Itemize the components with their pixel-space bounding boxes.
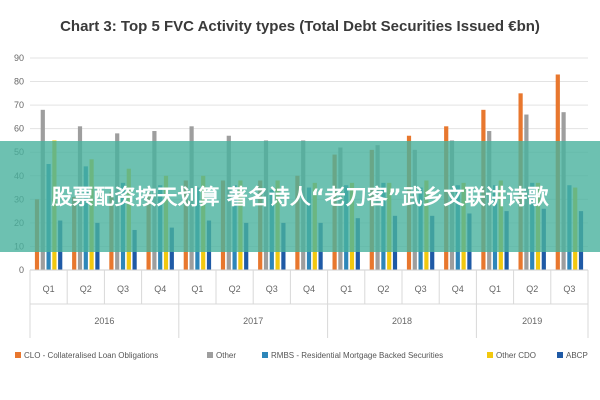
- x-tick-label: Q1: [191, 284, 203, 294]
- legend-label: Other: [216, 351, 236, 360]
- legend: CLO - Collateralised Loan Obligations Oth…: [15, 351, 588, 360]
- y-tick-label: 80: [14, 77, 24, 87]
- y-tick-label: 70: [14, 100, 24, 110]
- x-tick-label: Q3: [266, 284, 278, 294]
- year-label: 2016: [94, 316, 114, 326]
- legend-label: Other CDO: [496, 351, 536, 360]
- legend-swatch: [557, 352, 563, 358]
- y-tick-label: 0: [19, 265, 24, 275]
- x-tick-label: Q4: [303, 284, 315, 294]
- x-tick-label: Q2: [526, 284, 538, 294]
- year-label: 2019: [522, 316, 542, 326]
- x-tick-label: Q3: [415, 284, 427, 294]
- legend-swatch: [487, 352, 493, 358]
- x-tick-label: Q4: [452, 284, 464, 294]
- legend-swatch: [15, 352, 21, 358]
- x-axis: Q1 Q2 Q3 Q4 Q1 Q2 Q3 Q4 Q1 Q2 Q3 Q4 Q1 Q2 Q3 2016 2017 20…: [29, 269, 589, 338]
- x-tick-label: Q4: [154, 284, 166, 294]
- year-label: 2017: [243, 316, 263, 326]
- x-tick-label: Q1: [489, 284, 501, 294]
- chart-title: Chart 3: Top 5 FVC Activity types (Total…: [60, 18, 540, 35]
- x-tick-label: Q3: [117, 284, 129, 294]
- banner-overlay[interactable]: 股票配资按天划算 著名诗人“老刀客”武乡文联讲诗歌: [0, 141, 600, 252]
- x-tick-label: Q1: [43, 284, 55, 294]
- y-tick-label: 60: [14, 124, 24, 134]
- legend-label: RMBS - Residential Mortgage Backed Secur…: [271, 351, 443, 360]
- banner-text: 股票配资按天划算 著名诗人“老刀客”武乡文联讲诗歌: [51, 184, 549, 209]
- x-tick-label: Q2: [229, 284, 241, 294]
- legend-swatch: [262, 352, 268, 358]
- legend-label: CLO - Collateralised Loan Obligations: [24, 351, 158, 360]
- year-label: 2018: [392, 316, 412, 326]
- x-tick-label: Q2: [80, 284, 92, 294]
- x-tick-label: Q1: [340, 284, 352, 294]
- legend-swatch: [207, 352, 213, 358]
- x-tick-label: Q3: [563, 284, 575, 294]
- legend-label: ABCP: [566, 351, 588, 360]
- y-tick-label: 90: [14, 53, 24, 63]
- x-tick-label: Q2: [377, 284, 389, 294]
